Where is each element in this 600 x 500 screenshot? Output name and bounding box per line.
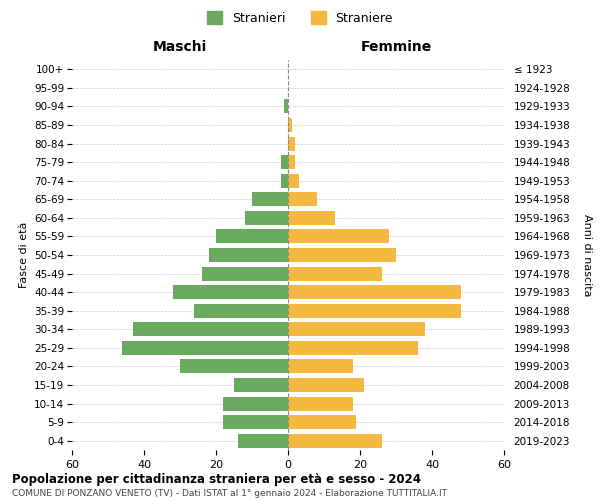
- Bar: [223, 396, 288, 410]
- Bar: [173, 285, 288, 299]
- Bar: [288, 360, 353, 374]
- Bar: [133, 322, 288, 336]
- Text: Popolazione per cittadinanza straniera per età e sesso - 2024: Popolazione per cittadinanza straniera p…: [12, 472, 421, 486]
- Bar: [288, 285, 461, 299]
- Text: Femmine: Femmine: [361, 40, 431, 54]
- Bar: [194, 304, 288, 318]
- Bar: [288, 434, 382, 448]
- Text: Maschi: Maschi: [153, 40, 207, 54]
- Bar: [288, 415, 356, 429]
- Bar: [245, 211, 288, 225]
- Bar: [202, 266, 288, 280]
- Bar: [288, 230, 389, 243]
- Bar: [288, 341, 418, 355]
- Bar: [223, 415, 288, 429]
- Bar: [288, 211, 335, 225]
- Bar: [252, 192, 288, 206]
- Bar: [288, 155, 295, 169]
- Bar: [288, 304, 461, 318]
- Bar: [209, 248, 288, 262]
- Bar: [288, 192, 317, 206]
- Bar: [281, 155, 288, 169]
- Bar: [288, 118, 292, 132]
- Bar: [284, 100, 288, 114]
- Bar: [288, 248, 396, 262]
- Y-axis label: Fasce di età: Fasce di età: [19, 222, 29, 288]
- Bar: [288, 266, 382, 280]
- Bar: [234, 378, 288, 392]
- Text: COMUNE DI PONZANO VENETO (TV) - Dati ISTAT al 1° gennaio 2024 - Elaborazione TUT: COMUNE DI PONZANO VENETO (TV) - Dati IST…: [12, 489, 447, 498]
- Y-axis label: Anni di nascita: Anni di nascita: [581, 214, 592, 296]
- Bar: [122, 341, 288, 355]
- Bar: [216, 230, 288, 243]
- Legend: Stranieri, Straniere: Stranieri, Straniere: [202, 6, 398, 30]
- Bar: [281, 174, 288, 188]
- Bar: [288, 378, 364, 392]
- Bar: [180, 360, 288, 374]
- Bar: [288, 322, 425, 336]
- Bar: [238, 434, 288, 448]
- Bar: [288, 174, 299, 188]
- Bar: [288, 396, 353, 410]
- Bar: [288, 136, 295, 150]
